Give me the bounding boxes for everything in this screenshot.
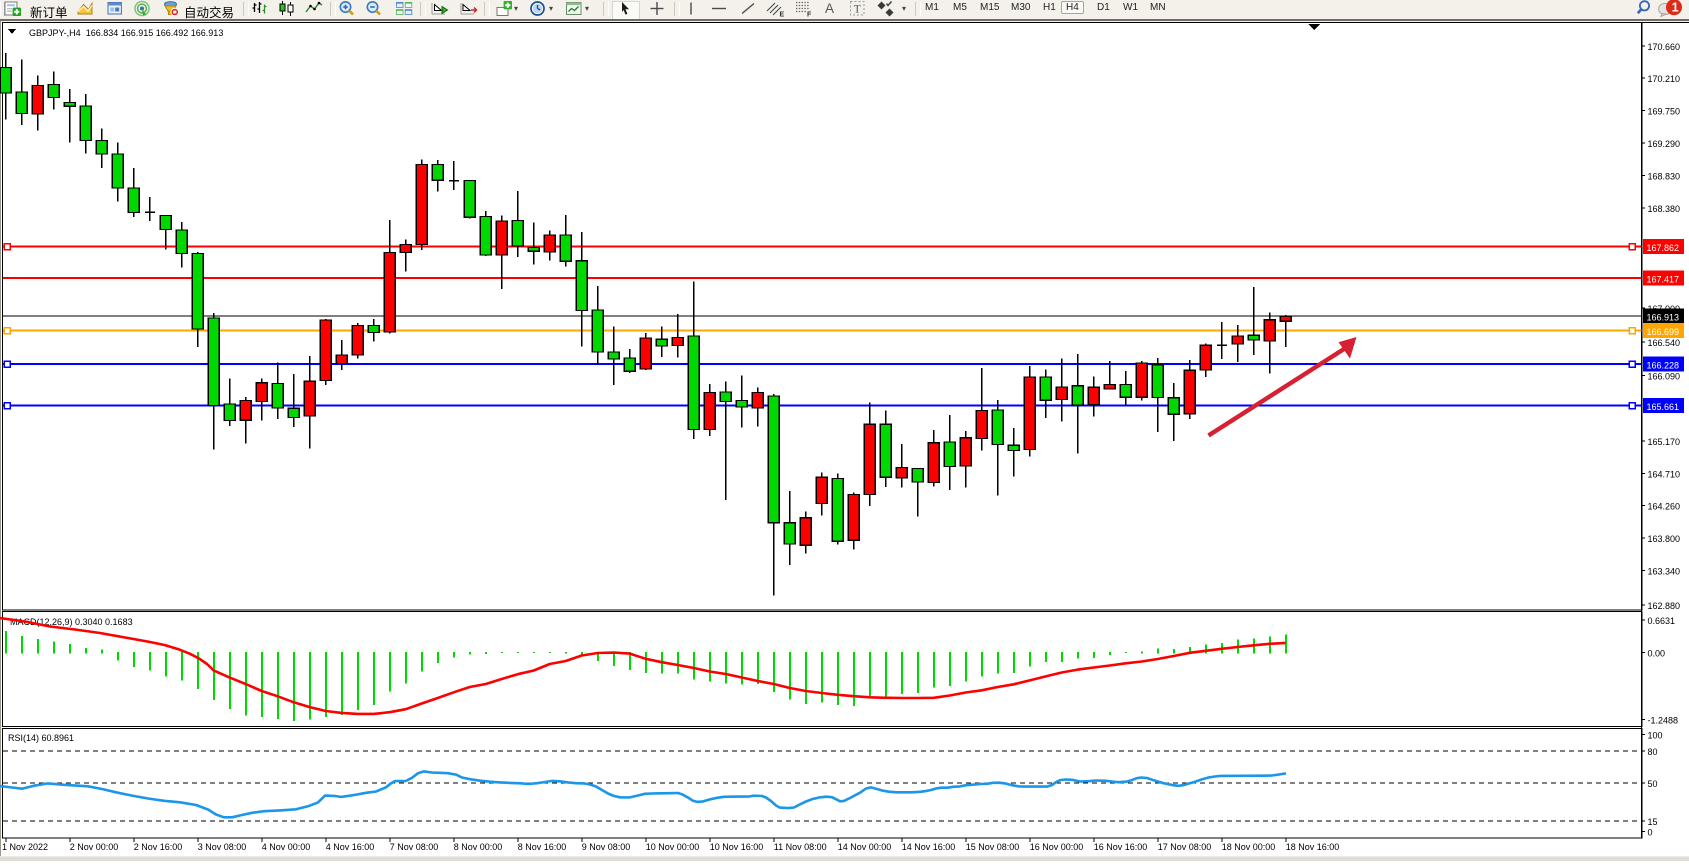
svg-text:166.540: 166.540 (1648, 338, 1681, 348)
svg-text:F: F (807, 12, 812, 18)
svg-text:2 Nov 00:00: 2 Nov 00:00 (70, 842, 119, 852)
svg-text:168.380: 168.380 (1648, 204, 1681, 214)
svg-text:169.290: 169.290 (1648, 139, 1681, 149)
svg-text:165.661: 165.661 (1647, 402, 1680, 412)
svg-text:17 Nov 08:00: 17 Nov 08:00 (1158, 842, 1212, 852)
svg-text:14 Nov 00:00: 14 Nov 00:00 (838, 842, 892, 852)
svg-text:163.800: 163.800 (1648, 534, 1681, 544)
svg-text:168.830: 168.830 (1648, 172, 1681, 182)
svg-text:15 Nov 08:00: 15 Nov 08:00 (966, 842, 1020, 852)
svg-text:166.228: 166.228 (1647, 361, 1680, 371)
svg-text:1: 1 (1672, 1, 1679, 15)
svg-text:2 Nov 16:00: 2 Nov 16:00 (134, 842, 183, 852)
svg-text:RSI(14) 60.8961: RSI(14) 60.8961 (8, 733, 74, 743)
svg-text:-1.2488: -1.2488 (1648, 716, 1679, 726)
svg-text:T: T (854, 4, 861, 16)
svg-text:16 Nov 16:00: 16 Nov 16:00 (1094, 842, 1148, 852)
svg-text:10 Nov 16:00: 10 Nov 16:00 (710, 842, 764, 852)
svg-text:11 Nov 08:00: 11 Nov 08:00 (774, 842, 827, 852)
svg-text:165.170: 165.170 (1648, 437, 1681, 447)
svg-text:16 Nov 00:00: 16 Nov 00:00 (1030, 842, 1084, 852)
svg-text:MACD(12,26,9) 0.3040 0.1683: MACD(12,26,9) 0.3040 0.1683 (10, 617, 133, 627)
svg-text:10 Nov 00:00: 10 Nov 00:00 (646, 842, 700, 852)
svg-text:8 Nov 16:00: 8 Nov 16:00 (518, 842, 567, 852)
svg-text:7 Nov 08:00: 7 Nov 08:00 (390, 842, 439, 852)
svg-text:GBPJPY-,H4 166.834 166.915 16: GBPJPY-,H4 166.834 166.915 166.492 166.9… (29, 28, 223, 38)
svg-text:164.710: 164.710 (1648, 470, 1681, 480)
svg-text:0.00: 0.00 (1648, 649, 1666, 659)
svg-text:0.6631: 0.6631 (1648, 616, 1676, 626)
svg-text:167.862: 167.862 (1647, 243, 1680, 253)
svg-text:169.750: 169.750 (1648, 107, 1681, 117)
svg-text:166.090: 166.090 (1648, 372, 1681, 382)
svg-text:1 Nov 2022: 1 Nov 2022 (2, 842, 48, 852)
svg-text:3 Nov 08:00: 3 Nov 08:00 (198, 842, 247, 852)
svg-text:167.417: 167.417 (1647, 275, 1680, 285)
svg-text:170.660: 170.660 (1648, 42, 1681, 52)
svg-text:18 Nov 16:00: 18 Nov 16:00 (1286, 842, 1340, 852)
svg-text:100: 100 (1648, 731, 1663, 741)
svg-text:166.699: 166.699 (1647, 327, 1680, 337)
svg-text:80: 80 (1648, 747, 1658, 757)
svg-text:163.340: 163.340 (1648, 567, 1681, 577)
svg-text:14 Nov 16:00: 14 Nov 16:00 (902, 842, 956, 852)
svg-text:0: 0 (1648, 828, 1653, 838)
svg-text:50: 50 (1648, 779, 1658, 789)
svg-text:18 Nov 00:00: 18 Nov 00:00 (1222, 842, 1276, 852)
svg-text:4 Nov 00:00: 4 Nov 00:00 (262, 842, 311, 852)
svg-text:15: 15 (1648, 817, 1658, 827)
svg-text:162.880: 162.880 (1648, 601, 1681, 611)
svg-text:E: E (780, 12, 785, 18)
svg-text:166.913: 166.913 (1647, 313, 1680, 323)
svg-text:170.210: 170.210 (1648, 74, 1681, 84)
svg-text:164.260: 164.260 (1648, 502, 1681, 512)
svg-text:9 Nov 08:00: 9 Nov 08:00 (582, 842, 631, 852)
svg-text:8 Nov 00:00: 8 Nov 00:00 (454, 842, 503, 852)
svg-text:4 Nov 16:00: 4 Nov 16:00 (326, 842, 375, 852)
